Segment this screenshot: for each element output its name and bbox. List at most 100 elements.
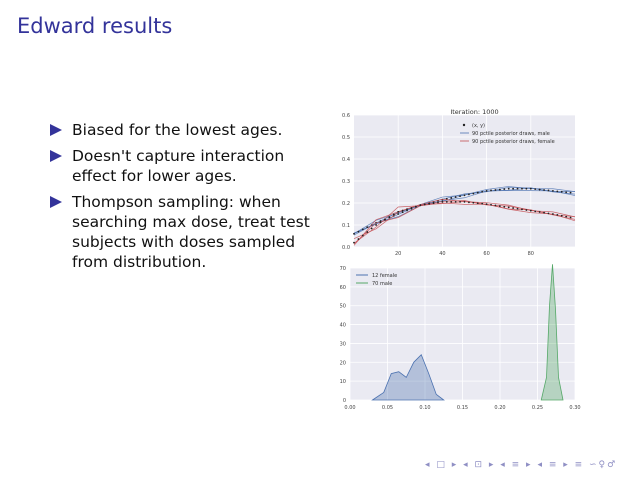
data-point [384, 218, 386, 221]
data-point [406, 208, 408, 211]
data-point [472, 201, 475, 204]
legend-label: 90 pctile posterior draws, male [472, 131, 550, 137]
data-point [481, 190, 484, 193]
data-point [428, 202, 431, 205]
data-point [538, 211, 541, 213]
y-tick-label: 0 [343, 398, 346, 404]
data-point [481, 202, 484, 205]
data-point [569, 191, 572, 194]
data-point [441, 201, 444, 203]
data-point [463, 194, 466, 197]
x-tick-label: 40 [439, 251, 445, 257]
bullet-arrow-icon [50, 150, 62, 162]
data-point [450, 197, 453, 199]
posterior-draw-line [353, 187, 576, 235]
bullet-item: Thompson sampling: when searching max do… [50, 192, 310, 272]
data-point [565, 191, 568, 194]
data-point [547, 212, 550, 215]
dose-distribution-chart: 0 10 20 30 40 50 60 70 0.00 0.05 0.10 0.15 0.20 0.25 0… [340, 264, 581, 411]
y-tick-label: 10 [340, 379, 346, 385]
x-tick-label: 60 [483, 251, 489, 257]
data-point [538, 188, 541, 191]
data-point [468, 193, 470, 196]
data-point [494, 204, 497, 207]
data-point [370, 227, 373, 230]
posterior-draw-line [353, 190, 576, 236]
data-point [472, 192, 475, 195]
data-point [353, 241, 355, 244]
legend-label: 70 male [372, 281, 392, 287]
data-point [401, 209, 404, 212]
data-point [476, 202, 479, 205]
data-point [498, 205, 501, 207]
data-point [556, 213, 559, 216]
data-point [507, 206, 510, 209]
x-tick-label: 0.15 [457, 405, 468, 411]
data-point [361, 228, 364, 231]
data-point [397, 213, 400, 215]
y-tick-label: 0.4 [342, 157, 350, 163]
data-point [529, 187, 532, 190]
posterior-draw-line [353, 200, 576, 244]
x-tick-label: 0.00 [344, 405, 355, 411]
bullet-arrow-icon [50, 196, 62, 208]
data-point [450, 201, 453, 203]
y-tick-label: 0.6 [342, 113, 350, 119]
data-point [392, 213, 395, 216]
bullet-text: Biased for the lowest ages. [72, 121, 283, 139]
data-point [401, 211, 404, 214]
data-point [353, 232, 355, 235]
data-point [414, 205, 417, 208]
x-tick-label: 0.30 [569, 405, 580, 411]
data-point [485, 190, 488, 192]
data-point [485, 203, 488, 205]
density-area [540, 264, 564, 401]
data-point [560, 190, 563, 193]
y-tick-label: 0.0 [342, 245, 350, 251]
data-point [432, 202, 435, 205]
y-tick-label: 40 [340, 323, 346, 329]
legend-label: 90 pctile posterior draws, female [472, 139, 555, 145]
y-tick-label: 0.1 [342, 223, 350, 229]
data-point [379, 221, 382, 224]
data-point [521, 187, 523, 190]
data-point [410, 206, 413, 209]
data-point [552, 190, 554, 192]
data-point [543, 211, 545, 214]
legend-marker [462, 123, 466, 127]
y-tick-label: 50 [340, 304, 346, 310]
beamer-navigation[interactable]: ◂ □ ▸ ◂ ⊡ ▸ ◂ ≡ ▸ ◂ ≡ ▸ ≡ ∽♀♂ [425, 460, 618, 470]
data-point [406, 209, 408, 212]
bullet-list: Biased for the lowest ages. Doesn't capt… [50, 120, 310, 278]
data-point [388, 216, 391, 218]
data-point [512, 207, 515, 209]
data-point [569, 216, 572, 219]
bullet-item: Biased for the lowest ages. [50, 120, 310, 140]
data-point [512, 187, 515, 190]
data-point [463, 201, 466, 203]
bullet-text: Thompson sampling: when searching max do… [72, 193, 310, 271]
y-tick-label: 70 [340, 266, 346, 272]
y-tick-label: 60 [340, 285, 346, 291]
x-tick-label: 0.25 [532, 405, 543, 411]
data-point [454, 201, 457, 203]
data-point [494, 189, 497, 191]
data-point [419, 204, 422, 207]
bullet-arrow-icon [50, 124, 62, 136]
data-point [516, 187, 519, 190]
data-point [490, 203, 492, 206]
data-point [498, 188, 501, 191]
data-point [565, 215, 568, 218]
x-tick-label: 0.20 [494, 405, 505, 411]
chart-title: Iteration: 1000 [450, 108, 498, 116]
y-tick-label: 0.3 [342, 179, 350, 185]
posterior-chart: Iteration: 1000 0.0 0.1 0.2 0.3 0.4 0.5 0.6 20 40… [342, 108, 576, 257]
data-point [503, 188, 506, 191]
data-point [516, 207, 519, 210]
data-point [534, 188, 537, 191]
data-point [503, 205, 506, 208]
data-point [357, 230, 360, 233]
data-point [459, 195, 461, 198]
data-point [459, 201, 461, 203]
data-point [445, 201, 448, 203]
